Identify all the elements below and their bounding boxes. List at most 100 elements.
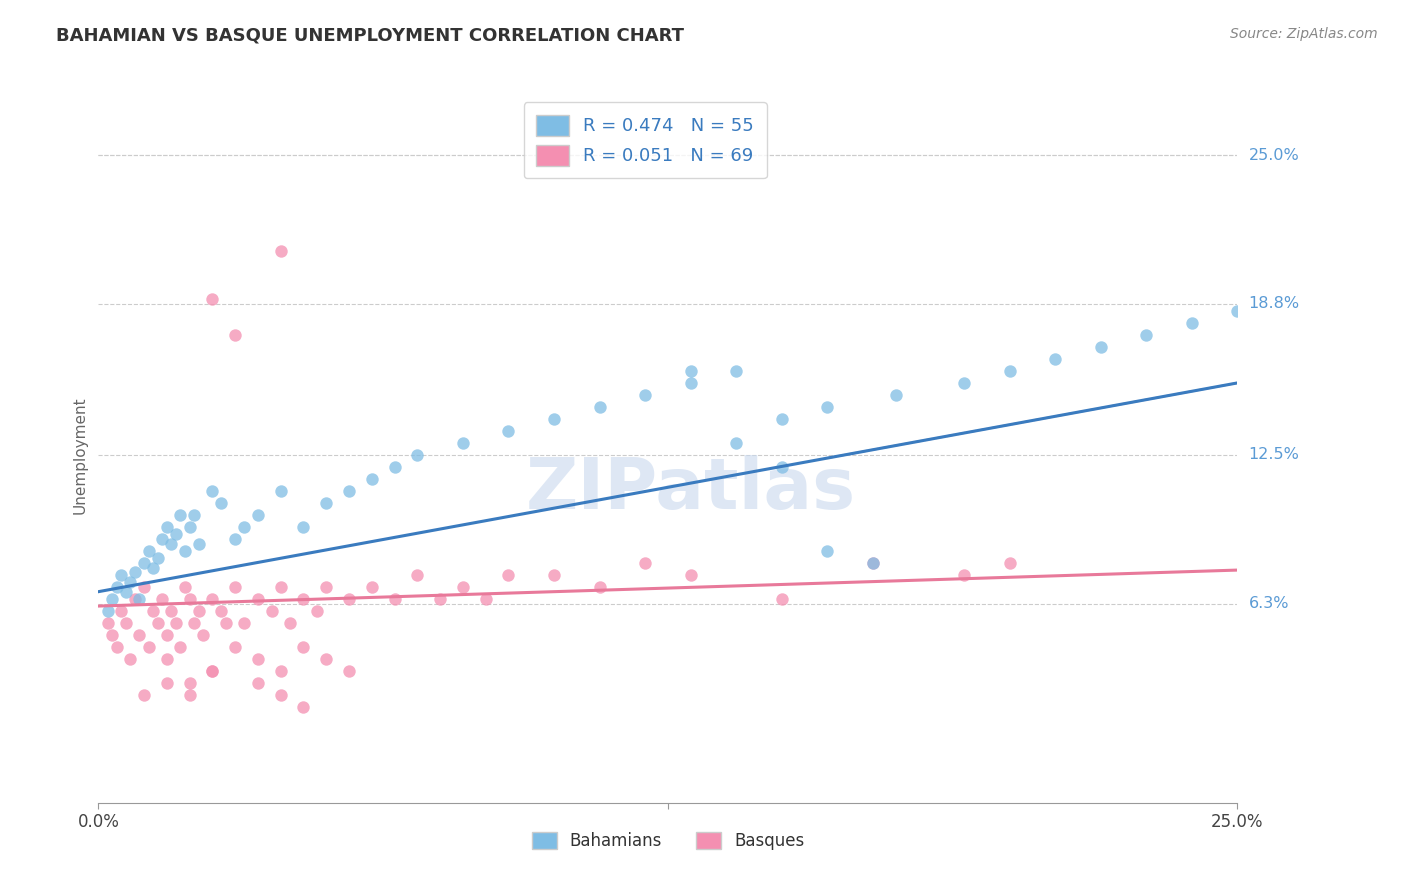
Point [246,652,269,666]
Point [1135,328,1157,343]
Point [588,580,610,594]
Point [498,424,520,438]
Point [451,580,474,594]
Point [770,412,793,426]
Point [1181,316,1204,330]
Text: ZIPatlas: ZIPatlas [526,455,856,524]
Point [543,567,565,582]
Text: 25.0%: 25.0% [1249,147,1299,162]
Point [193,628,215,642]
Point [588,400,610,414]
Point [770,591,793,606]
Point [179,676,201,690]
Text: BAHAMIAN VS BASQUE UNEMPLOYMENT CORRELATION CHART: BAHAMIAN VS BASQUE UNEMPLOYMENT CORRELAT… [56,27,685,45]
Point [315,652,337,666]
Point [725,364,748,378]
Point [337,591,360,606]
Point [215,615,238,630]
Point [384,591,406,606]
Point [270,244,292,258]
Point [360,472,382,486]
Legend: Bahamians, Basques: Bahamians, Basques [524,826,811,857]
Point [201,591,224,606]
Point [174,544,197,558]
Point [474,591,496,606]
Point [360,580,382,594]
Point [146,615,169,630]
Point [105,640,128,654]
Point [128,591,150,606]
Point [201,483,224,498]
Point [156,520,179,534]
Point [146,551,169,566]
Point [292,640,315,654]
Point [543,412,565,426]
Point [132,556,155,570]
Point [1090,340,1112,354]
Point [183,508,205,522]
Point [110,604,132,618]
Point [124,566,146,580]
Point [1043,351,1066,366]
Point [165,615,187,630]
Point [634,388,657,402]
Point [187,537,209,551]
Point [96,615,118,630]
Point [725,436,748,450]
Point [429,591,451,606]
Point [169,508,191,522]
Point [224,640,246,654]
Point [128,628,150,642]
Point [384,459,406,474]
Point [270,688,292,702]
Point [815,400,838,414]
Point [132,580,155,594]
Point [160,604,183,618]
Point [862,556,884,570]
Point [209,604,232,618]
Text: 18.8%: 18.8% [1249,296,1299,311]
Point [292,520,315,534]
Point [142,604,165,618]
Point [406,448,429,462]
Point [884,388,907,402]
Point [156,628,179,642]
Point [105,580,128,594]
Point [156,652,179,666]
Point [201,664,224,678]
Point [233,615,256,630]
Point [862,556,884,570]
Point [270,483,292,498]
Point [120,575,142,590]
Point [209,496,232,510]
Point [953,376,976,390]
Point [634,556,657,570]
Point [132,688,155,702]
Point [337,483,360,498]
Point [101,591,124,606]
Point [160,537,183,551]
Point [315,496,337,510]
Text: Source: ZipAtlas.com: Source: ZipAtlas.com [1230,27,1378,41]
Text: 12.5%: 12.5% [1249,448,1299,462]
Point [101,628,124,642]
Point [110,567,132,582]
Point [998,364,1021,378]
Point [498,567,520,582]
Point [679,364,702,378]
Point [679,567,702,582]
Point [292,591,315,606]
Point [156,676,179,690]
Point [270,664,292,678]
Point [183,615,205,630]
Point [246,508,269,522]
Point [224,532,246,546]
Point [953,567,976,582]
Point [246,676,269,690]
Point [179,688,201,702]
Point [451,436,474,450]
Point [201,664,224,678]
Point [1226,304,1249,318]
Point [224,580,246,594]
Point [679,376,702,390]
